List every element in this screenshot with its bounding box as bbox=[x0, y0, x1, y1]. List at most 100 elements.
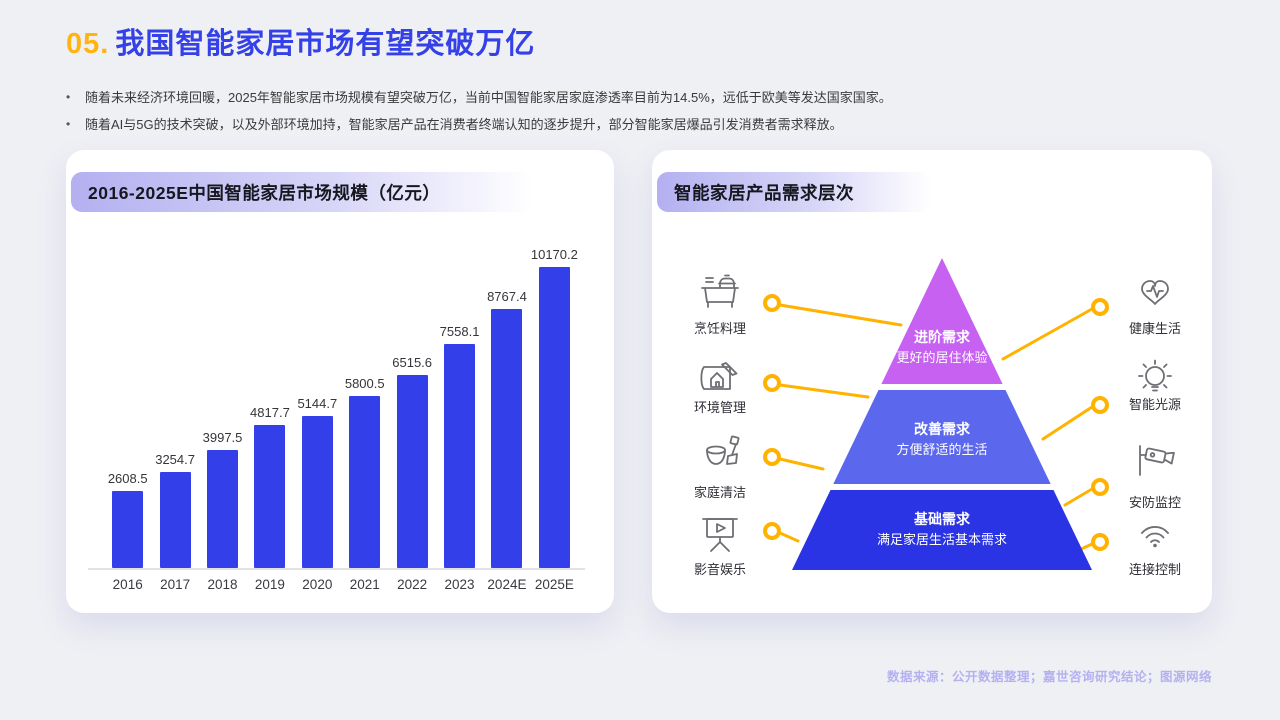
connector-dot bbox=[763, 294, 781, 312]
x-axis-labels: 2016 2017 2018 2019 2020 2021 2022 2023 2024E 202… bbox=[104, 577, 578, 592]
bar-column: 3254.7 bbox=[151, 452, 198, 568]
bar bbox=[159, 471, 191, 568]
pyramid-diagram: 进阶需求 更好的居住体验 改善需求 方便舒适的生活 基础需求 满足家居生活基本需… bbox=[694, 258, 1181, 577]
bar bbox=[444, 344, 476, 568]
source-note: 数据来源：公开数据整理；嘉世咨询研究结论；图源网络 bbox=[886, 670, 1212, 684]
connector-dot bbox=[1091, 396, 1109, 414]
bar bbox=[254, 425, 286, 568]
bar-value-label: 2608.5 bbox=[107, 470, 148, 486]
pyramid-level-name: 基础需求 bbox=[914, 511, 971, 527]
x-axis-tick: 2022 bbox=[397, 577, 428, 592]
bar-value-label: 3254.7 bbox=[155, 451, 195, 467]
pyramid-middle-level bbox=[833, 390, 1051, 484]
bar bbox=[538, 267, 570, 568]
security-monitoring-icon bbox=[1139, 445, 1175, 476]
bullet-item: • 随着AI与5G的技术突破，以及外部环境加持，智能家居产品在消费者终端认知的逐… bbox=[64, 111, 892, 138]
bar-column: 2608.5 bbox=[104, 471, 151, 568]
bar-value-label: 6515.6 bbox=[392, 355, 433, 371]
pyramid-level-desc: 满足家居生活基本需求 bbox=[877, 532, 1007, 547]
bar-value-label: 5144.7 bbox=[297, 395, 338, 411]
bar-column: 6515.6 bbox=[388, 355, 435, 568]
bar-value-label: 10170.2 bbox=[530, 247, 578, 262]
connector-line bbox=[778, 303, 903, 327]
smart-lighting-icon bbox=[1138, 359, 1172, 392]
icon-label: 烹饪料理 bbox=[694, 321, 746, 336]
bar bbox=[207, 449, 239, 568]
connectivity-control-icon bbox=[1141, 526, 1169, 548]
bar-value-label: 5800.5 bbox=[344, 376, 385, 392]
card-title: 智能家居产品需求层次 bbox=[674, 182, 854, 203]
bar-column: 5144.7 bbox=[294, 396, 341, 568]
x-axis-tick: 2024E bbox=[487, 577, 527, 592]
bar-column: 8767.4 bbox=[483, 289, 530, 568]
wifi-dot bbox=[1153, 543, 1157, 548]
connector-dot bbox=[1091, 298, 1109, 316]
connector-line bbox=[1001, 307, 1094, 361]
bar-column: 5800.5 bbox=[341, 376, 388, 568]
market-size-card: 2016-2025E中国智能家居市场规模（亿元） 2608.5 3254.7 399… bbox=[66, 150, 614, 613]
x-axis-tick: 2019 bbox=[254, 577, 285, 592]
connector-lines-left bbox=[763, 294, 903, 543]
connector-line bbox=[1041, 405, 1094, 441]
icon-label: 影音娱乐 bbox=[694, 562, 746, 577]
x-axis-tick: 2016 bbox=[112, 577, 143, 592]
icon-label: 健康生活 bbox=[1129, 321, 1181, 336]
av-entertainment-icon bbox=[702, 518, 738, 552]
connector-lines-right bbox=[1001, 298, 1109, 553]
demand-pyramid-card: 智能家居产品需求层次 bbox=[652, 150, 1212, 613]
x-axis-tick: 2021 bbox=[349, 577, 380, 592]
card-header: 2016-2025E中国智能家居市场规模（亿元） bbox=[71, 172, 533, 212]
bar bbox=[396, 375, 428, 568]
bullet-text: 随着未来经济环境回暖，2025年智能家居市场规模有望突破万亿，当前中国智能家居家… bbox=[85, 90, 892, 105]
pyramid-level-desc: 更好的居住体验 bbox=[896, 350, 987, 365]
x-axis-tick: 2018 bbox=[207, 577, 238, 592]
environment-management-icon bbox=[700, 362, 738, 390]
summary-bullets: • 随着未来经济环境回暖，2025年智能家居市场规模有望突破万亿，当前中国智能家… bbox=[64, 84, 892, 138]
pyramid: 进阶需求 更好的居住体验 改善需求 方便舒适的生活 基础需求 满足家居生活基本需… bbox=[792, 258, 1092, 570]
cooking-icon bbox=[701, 274, 739, 308]
bar-chart: 2608.5 3254.7 3997.5 4817.7 5144.7 5800.5 6515… bbox=[104, 240, 578, 568]
title-text: 我国智能家居市场有望突破万亿 bbox=[115, 28, 536, 60]
icon-label: 连接控制 bbox=[1129, 562, 1181, 577]
bullet-dot: • bbox=[66, 90, 71, 104]
icon-label: 家庭清洁 bbox=[694, 485, 746, 500]
bar-value-label: 8767.4 bbox=[487, 288, 527, 304]
bar-column: 4817.7 bbox=[246, 405, 293, 568]
bar-column: 10170.2 bbox=[531, 247, 578, 568]
icon-label: 安防监控 bbox=[1129, 495, 1181, 510]
bar-column: 7558.1 bbox=[436, 324, 483, 568]
bar bbox=[112, 490, 144, 568]
title-number: 05. bbox=[66, 28, 110, 60]
icon-label: 智能光源 bbox=[1129, 397, 1181, 412]
healthy-living-icon bbox=[1141, 280, 1169, 305]
connector-dot bbox=[1091, 533, 1109, 551]
bullet-item: • 随着未来经济环境回暖，2025年智能家居市场规模有望突破万亿，当前中国智能家… bbox=[64, 84, 892, 111]
pyramid-level-name: 改善需求 bbox=[914, 421, 971, 437]
bar-value-label: 4817.7 bbox=[250, 405, 290, 421]
bar bbox=[491, 308, 523, 568]
x-axis-tick: 2020 bbox=[302, 577, 333, 592]
connector-dot bbox=[763, 522, 781, 540]
bar-value-label: 3997.5 bbox=[202, 429, 243, 445]
pyramid-bottom-level bbox=[792, 490, 1092, 570]
connector-dot bbox=[763, 374, 781, 392]
pyramid-level-desc: 方便舒适的生活 bbox=[896, 442, 987, 457]
bar-value-label: 7558.1 bbox=[439, 324, 480, 340]
bullet-dot: • bbox=[66, 117, 71, 131]
card-header: 智能家居产品需求层次 bbox=[657, 172, 931, 212]
bullet-text: 随着AI与5G的技术突破，以及外部环境加持，智能家居产品在消费者终端认知的逐步提… bbox=[85, 117, 843, 132]
connector-line bbox=[778, 383, 870, 399]
bar bbox=[301, 415, 333, 568]
icon-label: 环境管理 bbox=[694, 400, 746, 415]
pyramid-top-level bbox=[881, 258, 1003, 384]
bar-column: 3997.5 bbox=[199, 430, 246, 568]
page-title: 05. 我国智能家居市场有望突破万亿 bbox=[66, 20, 535, 62]
connector-line bbox=[1063, 487, 1094, 507]
x-axis-tick: 2025E bbox=[534, 577, 574, 592]
x-axis-tick: 2023 bbox=[444, 577, 475, 592]
connector-line bbox=[778, 457, 825, 471]
connector-dot bbox=[763, 448, 781, 466]
home-cleaning-icon bbox=[706, 435, 740, 465]
connector-line bbox=[778, 531, 800, 543]
card-title: 2016-2025E中国智能家居市场规模（亿元） bbox=[88, 182, 441, 203]
